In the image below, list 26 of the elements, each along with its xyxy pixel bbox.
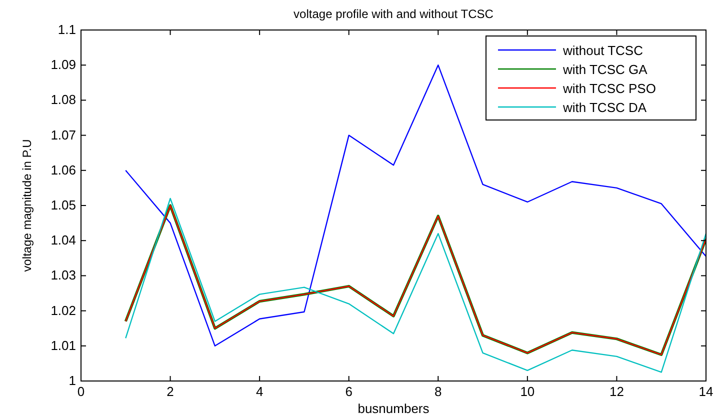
y-tick-label: 1.07 [50,127,76,142]
y-tick-label: 1.03 [50,268,76,283]
x-tick-label: 10 [520,384,535,399]
legend-label: with TCSC GA [562,62,648,77]
y-tick-label: 1.04 [50,232,76,248]
x-tick-label: 6 [345,384,352,399]
x-tick-label: 0 [77,384,85,399]
chart-title: voltage profile with and without TCSC [294,7,494,21]
legend-label: without TCSC [562,43,643,58]
y-tick-label: 1.08 [50,92,76,108]
legend-label: with TCSC PSO [562,81,656,96]
y-axis-title: voltage magnitude in P.U [20,139,34,272]
x-tick-label: 2 [166,384,174,399]
y-tick-label: 1 [68,373,76,388]
x-tick-label: 8 [434,384,442,399]
legend-label: with TCSC DA [562,100,647,115]
x-tick-label: 14 [698,384,714,399]
y-tick-label: 1.06 [50,162,76,178]
x-axis-title: busnumbers [358,401,430,416]
y-tick-label: 1.01 [50,338,76,353]
y-tick-label: 1.05 [50,198,76,212]
x-tick-label: 4 [256,384,264,399]
y-tick-label: 1.09 [50,57,76,72]
y-tick-label: 1.02 [50,302,76,318]
y-tick-label: 1.1 [58,22,76,37]
x-tick-label: 12 [609,384,624,399]
